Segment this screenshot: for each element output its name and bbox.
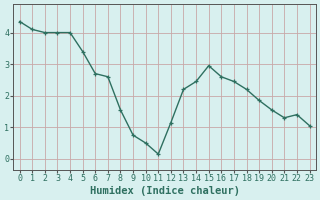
X-axis label: Humidex (Indice chaleur): Humidex (Indice chaleur) — [90, 186, 240, 196]
